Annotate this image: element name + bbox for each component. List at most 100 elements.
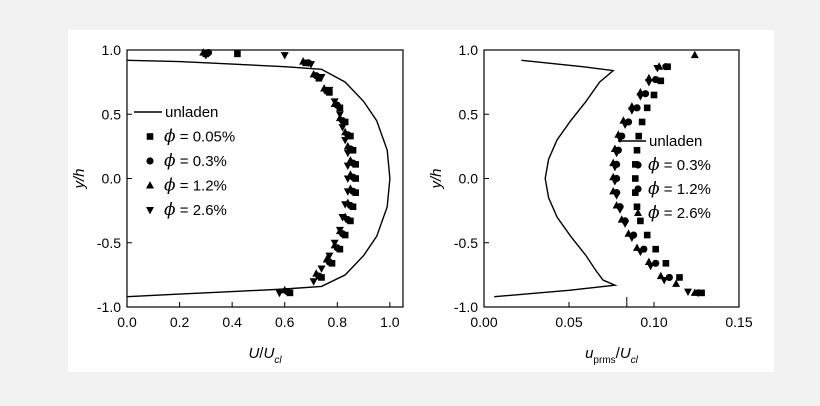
phi-symbol: ϕ — [164, 176, 176, 196]
data-point — [653, 64, 662, 73]
series-5 — [201, 52, 352, 298]
x-axis-label-part: U — [263, 345, 274, 362]
y-tick-label: -0.5 — [454, 235, 478, 251]
data-point — [315, 74, 323, 82]
legend-label: ϕ = 2.6% — [164, 200, 227, 220]
data-point — [338, 124, 347, 132]
y-tick-label: 0.0 — [459, 171, 479, 187]
data-point — [612, 192, 621, 200]
legend-label: ϕ = 0.3% — [164, 151, 227, 171]
data-point — [650, 91, 658, 99]
legend-value: = 1.2% — [660, 181, 711, 198]
phi-symbol: ϕ — [648, 203, 660, 223]
phi-symbol: ϕ — [164, 127, 176, 147]
data-point — [335, 111, 344, 119]
y-tick-label: 0.5 — [102, 106, 122, 122]
legend-marker — [146, 133, 154, 140]
data-point — [690, 288, 699, 296]
data-point — [643, 231, 651, 239]
legend-marker — [634, 208, 642, 216]
x-axis-label-part: U — [248, 345, 259, 362]
x-tick-label: 0.4 — [222, 314, 242, 330]
x-axis-label-part: cl — [274, 355, 282, 366]
legend-label: ϕ = 2.6% — [648, 203, 711, 223]
data-point — [664, 63, 671, 71]
data-point — [343, 162, 352, 171]
data-point — [698, 289, 705, 297]
x-axis-label-part: cl — [631, 355, 639, 366]
data-point — [336, 104, 344, 112]
data-point — [641, 90, 650, 98]
data-point — [343, 188, 352, 196]
y-axis-label: y/h — [428, 168, 445, 189]
data-point — [343, 141, 352, 150]
data-point — [672, 279, 681, 287]
data-point — [280, 285, 289, 294]
y-axis-label: y/h — [71, 168, 88, 189]
data-point — [343, 175, 352, 183]
data-point — [665, 273, 673, 282]
legend-value: = 0.3% — [176, 153, 227, 170]
series-3 — [204, 48, 357, 296]
series-2 — [202, 50, 359, 297]
phi-symbol: ϕ — [164, 151, 176, 171]
legend-value: = 1.2% — [176, 178, 227, 195]
x-tick-label: 0.05 — [555, 314, 582, 330]
legend-label: ϕ = 1.2% — [164, 176, 227, 196]
data-point — [346, 156, 355, 164]
data-point — [309, 278, 318, 286]
legend-value: = 0.3% — [660, 157, 711, 174]
data-point — [201, 52, 210, 60]
data-point — [633, 146, 641, 154]
data-point — [636, 248, 645, 257]
data-point — [610, 178, 619, 186]
data-point — [652, 245, 659, 253]
x-axis-label-part: / — [259, 345, 264, 362]
data-point — [621, 121, 630, 129]
data-point — [652, 259, 660, 267]
data-point — [637, 217, 644, 225]
y-tick-label: -0.5 — [97, 235, 121, 251]
figure-svg: 0.0 0.2 0.4 0.6 0.8 1.01.00.50.0-0.5-1.0y/hU/… — [71, 42, 753, 366]
data-point — [338, 214, 347, 222]
phi-symbol: ϕ — [164, 200, 176, 220]
data-point — [684, 288, 692, 296]
x-tick-label: 0.0 — [117, 314, 137, 330]
x-axis-label: U/Ucl — [248, 345, 282, 366]
x-tick-label: 0.2 — [170, 314, 190, 330]
data-point — [317, 73, 326, 82]
data-point — [610, 163, 619, 172]
data-point — [275, 289, 284, 298]
data-point — [646, 262, 655, 271]
data-point — [643, 104, 651, 112]
data-point — [644, 79, 653, 87]
y-tick-label: -1.0 — [97, 299, 121, 315]
y-tick-label: 0.0 — [102, 171, 122, 187]
data-point — [632, 189, 639, 196]
series-1 — [494, 59, 618, 298]
data-point — [627, 107, 636, 115]
x-axis-label-part: U — [620, 345, 631, 362]
data-point — [317, 265, 326, 273]
data-point — [325, 252, 334, 260]
legend-marker — [146, 207, 154, 215]
phi-symbol: ϕ — [648, 179, 660, 199]
legend-marker — [634, 161, 642, 169]
legend-label: unladen — [649, 133, 702, 150]
data-point — [335, 226, 344, 235]
legend-label: ϕ = 0.05% — [164, 127, 235, 147]
data-point — [690, 50, 699, 59]
data-point — [299, 57, 308, 65]
y-tick-label: -1.0 — [454, 299, 478, 315]
data-point — [633, 104, 641, 112]
x-axis-label-part: prms — [593, 355, 615, 366]
data-point — [234, 50, 241, 58]
data-point — [325, 86, 334, 95]
data-point — [662, 260, 670, 267]
legend-value: = 2.6% — [660, 205, 711, 222]
data-point — [612, 149, 621, 158]
legend-value: = 2.6% — [176, 202, 227, 219]
series-5 — [610, 64, 692, 296]
x-tick-label: 0.15 — [725, 314, 752, 330]
data-point — [341, 136, 350, 145]
